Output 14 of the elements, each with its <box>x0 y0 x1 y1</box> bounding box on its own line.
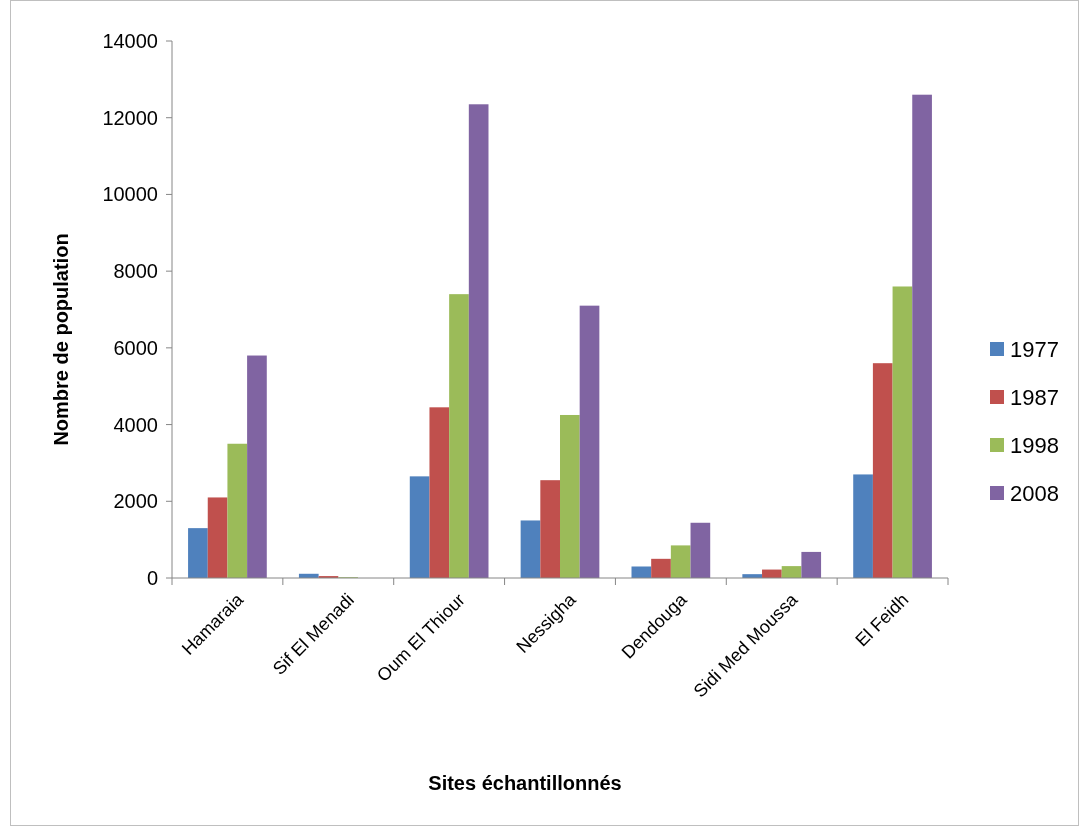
y-tick-label: 4000 <box>113 413 158 436</box>
y-tick-label: 10000 <box>102 183 158 206</box>
legend-label: 1977 <box>1010 336 1059 362</box>
legend-label: 1987 <box>1010 384 1059 410</box>
y-tick-label: 2000 <box>113 490 158 513</box>
legend-label: 2008 <box>1010 480 1059 506</box>
y-tick-label: 6000 <box>113 336 158 359</box>
x-axis-title: Sites échantillonnés <box>428 772 622 794</box>
y-tick-label: 0 <box>146 567 158 589</box>
y-tick-label: 14000 <box>102 30 158 52</box>
y-tick-label: 12000 <box>102 106 158 129</box>
y-tick-label: 8000 <box>113 260 158 283</box>
legend-label: 1998 <box>1010 432 1059 458</box>
y-axis-title: Nombre de population <box>50 233 72 446</box>
